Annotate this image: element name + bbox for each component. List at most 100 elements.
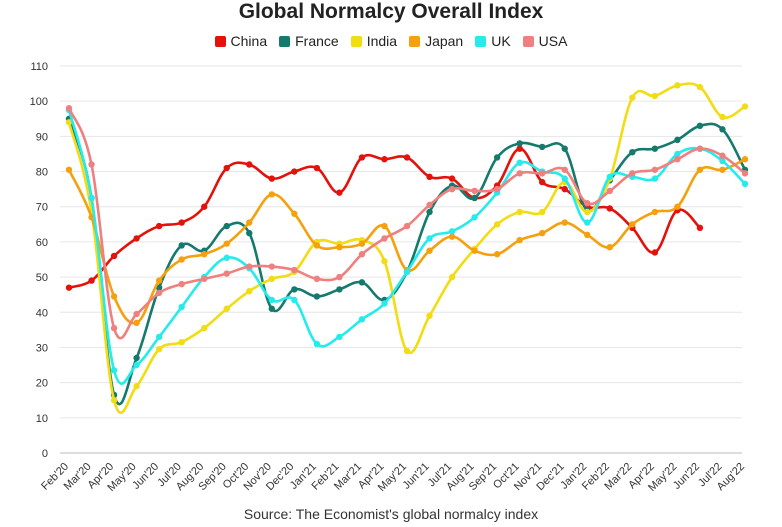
data-point-france <box>291 286 298 293</box>
legend-swatch <box>522 35 534 47</box>
y-tick-label: 100 <box>30 96 48 108</box>
y-tick-label: 60 <box>36 237 48 249</box>
data-point-usa <box>651 166 659 173</box>
data-point-usa <box>358 251 366 258</box>
y-tick-label: 50 <box>36 272 48 284</box>
legend-swatch <box>214 35 226 47</box>
data-point-usa <box>561 166 568 173</box>
data-point-uk <box>155 333 163 341</box>
data-point-india <box>719 113 726 121</box>
data-point-usa <box>246 263 253 270</box>
data-point-japan <box>606 243 613 251</box>
data-point-usa <box>313 275 321 283</box>
data-point-china <box>155 222 163 230</box>
data-point-uk <box>110 367 118 374</box>
data-point-uk <box>381 300 388 307</box>
data-point-uk <box>584 219 591 226</box>
legend-label: France <box>295 33 339 49</box>
data-point-france <box>178 242 185 249</box>
y-tick-label: 40 <box>36 307 48 319</box>
data-point-france <box>155 284 163 291</box>
legend-item-japan[interactable]: Japan <box>409 31 463 51</box>
data-point-usa <box>223 270 230 277</box>
data-point-france <box>539 143 546 151</box>
data-point-usa <box>381 235 388 242</box>
data-point-japan <box>268 191 275 198</box>
data-point-france <box>629 148 636 156</box>
data-point-china <box>606 205 613 212</box>
data-point-india <box>696 83 704 91</box>
data-point-france <box>471 194 478 202</box>
data-point-china <box>358 154 366 161</box>
data-point-usa <box>741 170 749 177</box>
series-usa <box>65 105 749 340</box>
y-tick-label: 20 <box>36 378 48 390</box>
data-point-usa <box>539 170 546 177</box>
data-point-uk <box>448 228 456 235</box>
source-note: Source: The Economist's global normalcy … <box>243 506 539 522</box>
data-point-japan <box>539 229 546 237</box>
legend-item-france[interactable]: France <box>279 31 339 51</box>
data-point-china <box>313 164 321 172</box>
data-point-uk <box>88 194 95 202</box>
data-point-india <box>403 347 411 355</box>
data-point-france <box>719 126 726 133</box>
legend-label: USA <box>538 33 568 49</box>
series-line-uk <box>67 108 747 385</box>
data-point-usa <box>426 201 433 209</box>
data-point-china <box>403 154 411 161</box>
legend-item-india[interactable]: India <box>350 31 398 51</box>
data-point-china <box>696 224 704 232</box>
data-point-uk <box>426 235 433 242</box>
data-point-japan <box>110 293 118 300</box>
legend-label: China <box>230 33 268 49</box>
data-point-japan <box>651 208 659 216</box>
y-tick-label: 90 <box>36 131 48 143</box>
data-point-usa <box>88 161 95 168</box>
data-point-usa <box>133 310 140 318</box>
legend-swatch <box>475 35 487 47</box>
chart-title: Global Normalcy Overall Index <box>238 0 544 23</box>
data-point-france <box>493 154 501 161</box>
data-point-uk <box>651 175 659 182</box>
data-point-china <box>651 249 659 256</box>
y-tick-label: 0 <box>42 448 48 460</box>
data-point-uk <box>223 254 230 261</box>
data-point-india <box>674 82 681 89</box>
y-tick-label: 80 <box>36 167 48 179</box>
data-point-usa <box>336 273 343 281</box>
data-point-japan <box>674 203 681 210</box>
data-point-china <box>426 173 433 181</box>
data-point-japan <box>719 166 726 173</box>
series-line-france <box>67 117 747 406</box>
legend-item-china[interactable]: China <box>214 31 268 51</box>
data-point-usa <box>201 275 208 283</box>
data-point-china <box>448 175 456 182</box>
data-point-france <box>516 140 523 147</box>
data-point-india <box>268 275 275 283</box>
data-point-india <box>246 287 253 295</box>
data-point-japan <box>629 221 636 228</box>
series-line-india <box>67 82 747 415</box>
data-point-japan <box>471 247 478 254</box>
data-point-india <box>426 312 433 319</box>
data-point-china <box>201 203 208 210</box>
data-point-france <box>313 293 321 300</box>
legend-item-uk[interactable]: UK <box>475 31 511 51</box>
legend-label: Japan <box>425 33 464 49</box>
data-point-uk <box>471 214 478 221</box>
data-point-india <box>178 338 185 346</box>
legend-item-usa[interactable]: USA <box>522 31 568 51</box>
data-point-usa <box>65 105 73 112</box>
data-point-japan <box>133 319 140 327</box>
data-point-china <box>336 189 343 196</box>
data-point-china <box>88 277 95 284</box>
legend-label: India <box>366 33 398 49</box>
series-japan <box>65 156 749 327</box>
data-point-japan <box>584 231 591 239</box>
data-point-usa <box>629 170 636 177</box>
data-point-india <box>381 258 388 265</box>
data-point-japan <box>223 240 230 247</box>
data-point-france <box>133 354 140 362</box>
data-point-china <box>65 284 73 291</box>
